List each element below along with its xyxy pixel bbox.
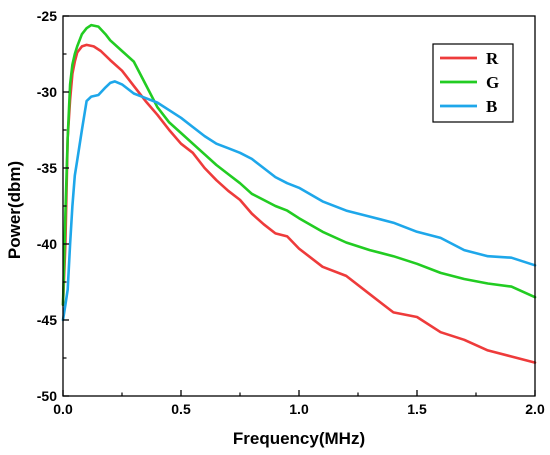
y-axis-title: Power(dbm) [5, 161, 24, 259]
y-tick-label: -25 [37, 8, 57, 24]
x-tick-label: 1.0 [289, 401, 309, 417]
legend: RGB [432, 43, 514, 123]
legend-label-R: R [486, 49, 499, 68]
y-tick-label: -30 [37, 84, 57, 100]
series-layer [61, 23, 537, 364]
x-tick-label: 2.0 [525, 401, 545, 417]
x-tick-label: 0.5 [171, 401, 191, 417]
y-tick-label: -35 [37, 160, 57, 176]
x-tick-label: 1.5 [407, 401, 427, 417]
y-tick-label: -40 [37, 236, 57, 252]
series-line-B [61, 80, 537, 322]
y-tick-label: -45 [37, 312, 57, 328]
legend-label-G: G [486, 73, 499, 92]
legend-label-B: B [486, 97, 497, 116]
ticks-layer: 0.0 0.5 1.0 1.5 2.0 -50 -45 -40 -35 -30 -25 [37, 8, 545, 417]
y-tick-label: -50 [37, 388, 57, 404]
x-axis-title: Frequency(MHz) [233, 429, 365, 448]
series-line-G [61, 23, 537, 307]
series-line-R [61, 43, 537, 364]
x-tick-label: 0.0 [53, 401, 73, 417]
